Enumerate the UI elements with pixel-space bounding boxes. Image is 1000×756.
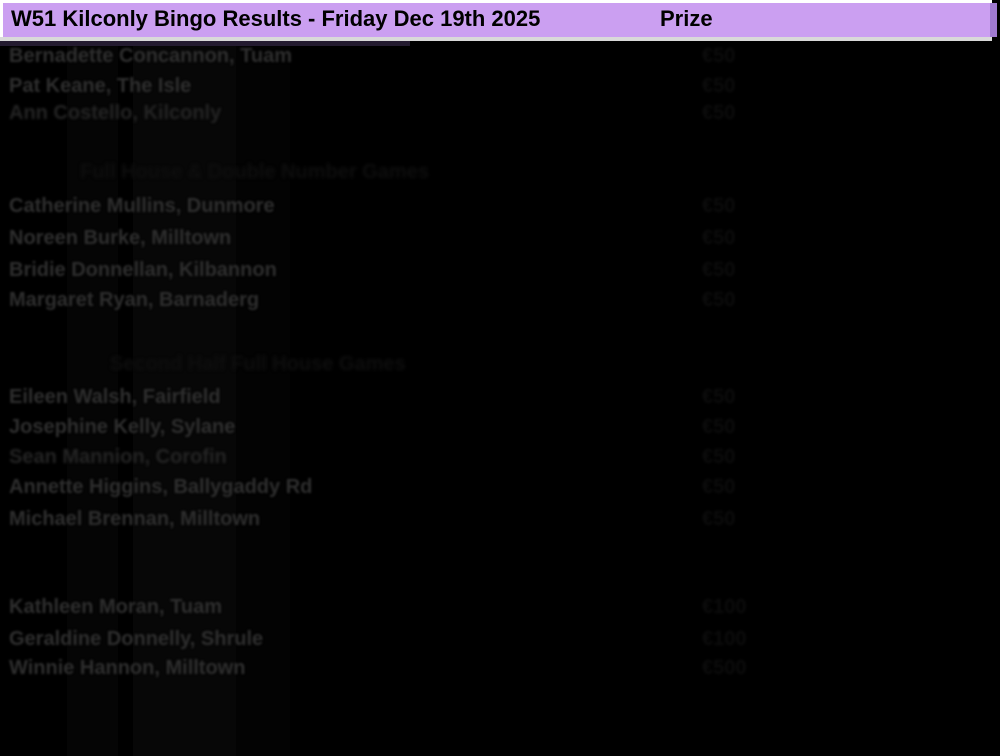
winner-row: Noreen Burke, Milltown: [9, 227, 232, 249]
page-title: W51 Kilconly Bingo Results - Friday Dec …: [11, 6, 541, 31]
winner-row: Catherine Mullins, Dunmore: [9, 195, 275, 217]
winner-row: Michael Brennan, Milltown: [9, 508, 261, 530]
prize-value: €500: [702, 657, 747, 679]
prize-value: €50: [702, 416, 736, 438]
winner-row: Bridie Donnellan, Kilbannon: [9, 259, 277, 281]
winner-row: Sean Mannion, Corofin: [9, 446, 227, 468]
header-shadow: [0, 41, 410, 46]
prize-value: €50: [702, 259, 736, 281]
prize-value: €100: [702, 628, 747, 650]
header-bottom-border: [0, 37, 992, 41]
prize-value: €50: [702, 289, 736, 311]
section-heading: Second Half Full House Games: [110, 353, 406, 375]
prize-value: €50: [702, 476, 736, 498]
section-heading: Full House & Double Number Games: [80, 161, 429, 183]
column-band: [133, 0, 236, 756]
prize-value: €50: [702, 75, 736, 97]
header-left-border: [0, 0, 3, 41]
prize-value: €50: [702, 508, 736, 530]
winner-row: Ann Costello, Kilconly: [9, 102, 222, 124]
prize-value: €50: [702, 227, 736, 249]
column-band: [67, 0, 118, 756]
prize-value: €50: [702, 446, 736, 468]
winner-row: Geraldine Donnelly, Shrule: [9, 628, 264, 650]
prize-value: €100: [702, 596, 747, 618]
header-top-border: [0, 0, 992, 3]
winner-row: Margaret Ryan, Barnaderg: [9, 289, 260, 311]
winner-row: Pat Keane, The Isle: [9, 75, 192, 97]
winner-row: Eileen Walsh, Fairfield: [9, 386, 221, 408]
column-band: [236, 0, 290, 756]
prize-value: €50: [702, 102, 736, 124]
prize-value: €50: [702, 45, 736, 67]
winner-row: Annette Higgins, Ballygaddy Rd: [9, 476, 313, 498]
winner-row: Josephine Kelly, Sylane: [9, 416, 236, 438]
header-bar: [3, 3, 990, 37]
prize-value: €50: [702, 386, 736, 408]
winner-row: Winnie Hannon, Milltown: [9, 657, 246, 679]
header-right-edge: [990, 3, 997, 37]
winner-row: Bernadette Concannon, Tuam: [9, 45, 292, 67]
prize-column-header: Prize: [660, 6, 713, 31]
winner-row: Kathleen Moran, Tuam: [9, 596, 222, 618]
prize-value: €50: [702, 195, 736, 217]
